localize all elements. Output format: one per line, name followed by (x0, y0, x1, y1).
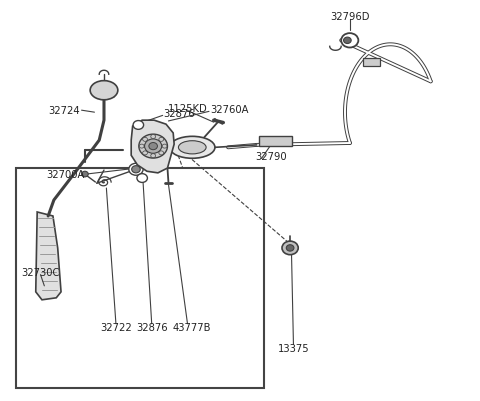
Circle shape (143, 152, 147, 156)
Circle shape (162, 145, 167, 149)
Circle shape (341, 34, 359, 49)
Circle shape (282, 241, 298, 255)
Text: 32722: 32722 (100, 322, 132, 332)
Bar (363, 59, 380, 67)
Text: 32730C: 32730C (21, 267, 60, 277)
Polygon shape (131, 121, 174, 173)
Bar (16, 169, 264, 388)
Text: 32724: 32724 (48, 106, 80, 116)
Text: 13375: 13375 (277, 343, 309, 353)
Text: 32700A: 32700A (47, 170, 85, 180)
Circle shape (129, 164, 143, 176)
Circle shape (137, 174, 147, 183)
Circle shape (149, 143, 157, 150)
Polygon shape (36, 213, 61, 300)
Text: 1125KD: 1125KD (168, 104, 207, 114)
Text: 32876: 32876 (136, 322, 168, 332)
Circle shape (139, 145, 144, 149)
Circle shape (144, 140, 162, 154)
Circle shape (286, 245, 294, 251)
Ellipse shape (179, 142, 206, 154)
Circle shape (132, 166, 140, 173)
Circle shape (159, 138, 164, 142)
Text: 32876: 32876 (164, 109, 195, 119)
Circle shape (133, 121, 144, 130)
Text: 32790: 32790 (255, 152, 287, 162)
Circle shape (151, 154, 156, 158)
Circle shape (151, 135, 156, 139)
Circle shape (82, 172, 88, 177)
Ellipse shape (90, 81, 118, 101)
Text: 32760A: 32760A (210, 105, 249, 115)
Circle shape (139, 135, 168, 159)
Text: 32796D: 32796D (330, 12, 370, 22)
Circle shape (344, 38, 351, 45)
Bar (259, 136, 291, 147)
Ellipse shape (169, 137, 215, 159)
Circle shape (143, 138, 147, 142)
Circle shape (159, 152, 164, 156)
Text: 43777B: 43777B (173, 322, 212, 332)
